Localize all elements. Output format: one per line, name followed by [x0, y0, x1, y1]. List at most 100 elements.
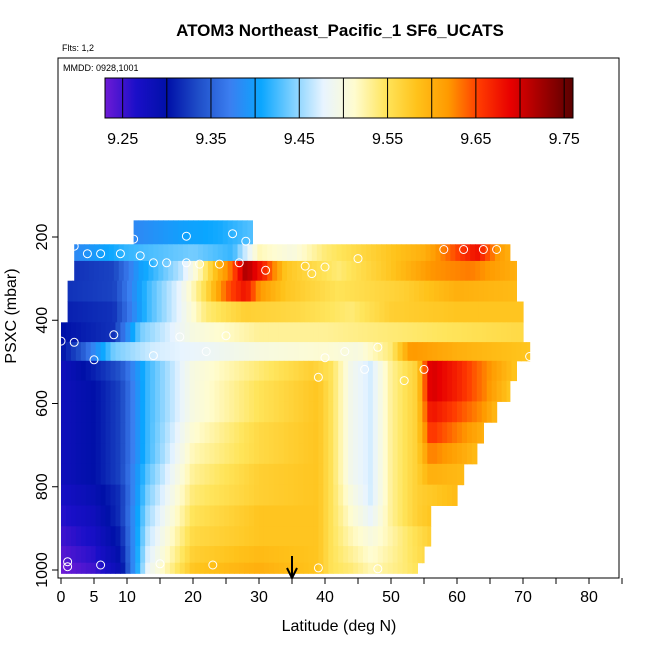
heatmap-cell: [184, 401, 191, 423]
heatmap-cell: [262, 260, 268, 282]
heatmap-cell: [156, 301, 163, 323]
heatmap-cell: [125, 526, 131, 547]
heatmap-cell: [419, 301, 425, 323]
heatmap-cell: [402, 463, 409, 486]
heatmap-cell: [194, 562, 201, 574]
heatmap-cell: [303, 342, 310, 362]
heatmap-cell: [412, 401, 418, 423]
heatmap-cell: [204, 443, 211, 465]
heatmap-cell: [115, 526, 121, 547]
heatmap-cell: [263, 342, 270, 362]
heatmap-cell: [244, 380, 250, 402]
heatmap-cell: [179, 546, 186, 564]
heatmap-cell: [277, 260, 283, 282]
heatmap-cell: [146, 280, 153, 303]
heatmap-cell: [353, 484, 359, 506]
heatmap-cell: [273, 463, 280, 486]
heatmap-cell: [120, 562, 126, 574]
heatmap-cell: [278, 562, 285, 574]
heatmap-cell: [339, 280, 346, 303]
heatmap-cell: [120, 505, 126, 527]
heatmap-cell: [95, 401, 102, 423]
heatmap-cell: [377, 422, 384, 444]
heatmap-cell: [150, 546, 156, 564]
sample-point: [208, 560, 218, 570]
heatmap-cell: [437, 360, 443, 382]
heatmap-cell: [204, 322, 211, 343]
heatmap-cell: [422, 505, 428, 527]
heatmap-cell: [298, 526, 305, 547]
heatmap-cell: [214, 463, 220, 486]
heatmap-cell: [120, 360, 126, 382]
heatmap-cell: [288, 505, 295, 527]
heatmap-cell: [244, 546, 250, 564]
heatmap-cell: [209, 484, 216, 506]
heatmap-cell: [128, 244, 135, 262]
heatmap-cell: [85, 360, 92, 382]
sample-point: [439, 245, 449, 254]
heatmap-cell: [207, 244, 214, 262]
heatmap-cell: [336, 260, 343, 282]
heatmap-cell: [164, 463, 171, 486]
heatmap-cell: [90, 463, 97, 486]
heatmap-cell: [387, 360, 394, 382]
heatmap-cell: [127, 301, 133, 323]
heatmap-cell: [219, 360, 225, 382]
heatmap-cell: [85, 463, 92, 486]
heatmap-cell: [199, 443, 206, 465]
heatmap-cell: [100, 322, 107, 343]
heatmap-cell: [237, 260, 244, 282]
heatmap-cell: [160, 463, 166, 486]
heatmap-cell: [179, 401, 186, 423]
heatmap-cell: [85, 422, 92, 444]
heatmap-cell: [372, 526, 379, 547]
heatmap-cell: [263, 526, 270, 547]
heatmap-cell: [263, 484, 270, 506]
heatmap-cell: [72, 301, 79, 323]
heatmap-cell: [90, 342, 97, 362]
y-tick-label: 800: [34, 473, 51, 500]
heatmap-cell: [397, 422, 404, 444]
heatmap-cell: [397, 401, 404, 423]
heatmap-cell: [410, 260, 417, 282]
heatmap-cell: [348, 422, 354, 444]
heatmap-cell: [141, 301, 148, 323]
heatmap-cell: [250, 301, 257, 323]
heatmap-cell: [278, 526, 285, 547]
heatmap-cell: [135, 526, 141, 547]
heatmap-cell: [367, 342, 374, 362]
heatmap-cell: [135, 463, 141, 486]
heatmap-cell: [326, 244, 333, 262]
heatmap-cell: [153, 260, 159, 282]
heatmap-cell: [278, 322, 285, 343]
heatmap-cell: [135, 401, 141, 423]
heatmap-cell: [201, 280, 207, 303]
heatmap-cell: [369, 301, 376, 323]
heatmap-cell: [174, 342, 181, 362]
dates-label: MMDD: 0928,1001: [63, 63, 139, 73]
heatmap-cell: [287, 244, 293, 262]
heatmap-cell: [179, 380, 186, 402]
heatmap-cell: [105, 463, 112, 486]
heatmap-cell: [130, 505, 136, 527]
heatmap-cell: [204, 422, 211, 444]
heatmap-cell: [315, 280, 321, 303]
heatmap-cell: [123, 260, 130, 282]
heatmap-cell: [318, 526, 324, 547]
heatmap-cell: [343, 546, 349, 564]
heatmap-cell: [207, 260, 214, 282]
heatmap-cell: [351, 260, 357, 282]
heatmap-cell: [348, 380, 354, 402]
heatmap-cell: [372, 322, 379, 343]
heatmap-cell: [491, 360, 498, 382]
heatmap-cell: [461, 463, 465, 486]
heatmap-cell: [397, 546, 404, 564]
heatmap-cell: [194, 322, 201, 343]
heatmap-cell: [328, 342, 334, 362]
heatmap-cell: [158, 244, 164, 262]
heatmap-cell: [353, 546, 359, 564]
heatmap-cell: [285, 301, 291, 323]
heatmap-cell: [143, 220, 150, 245]
heatmap-cell: [407, 463, 414, 486]
